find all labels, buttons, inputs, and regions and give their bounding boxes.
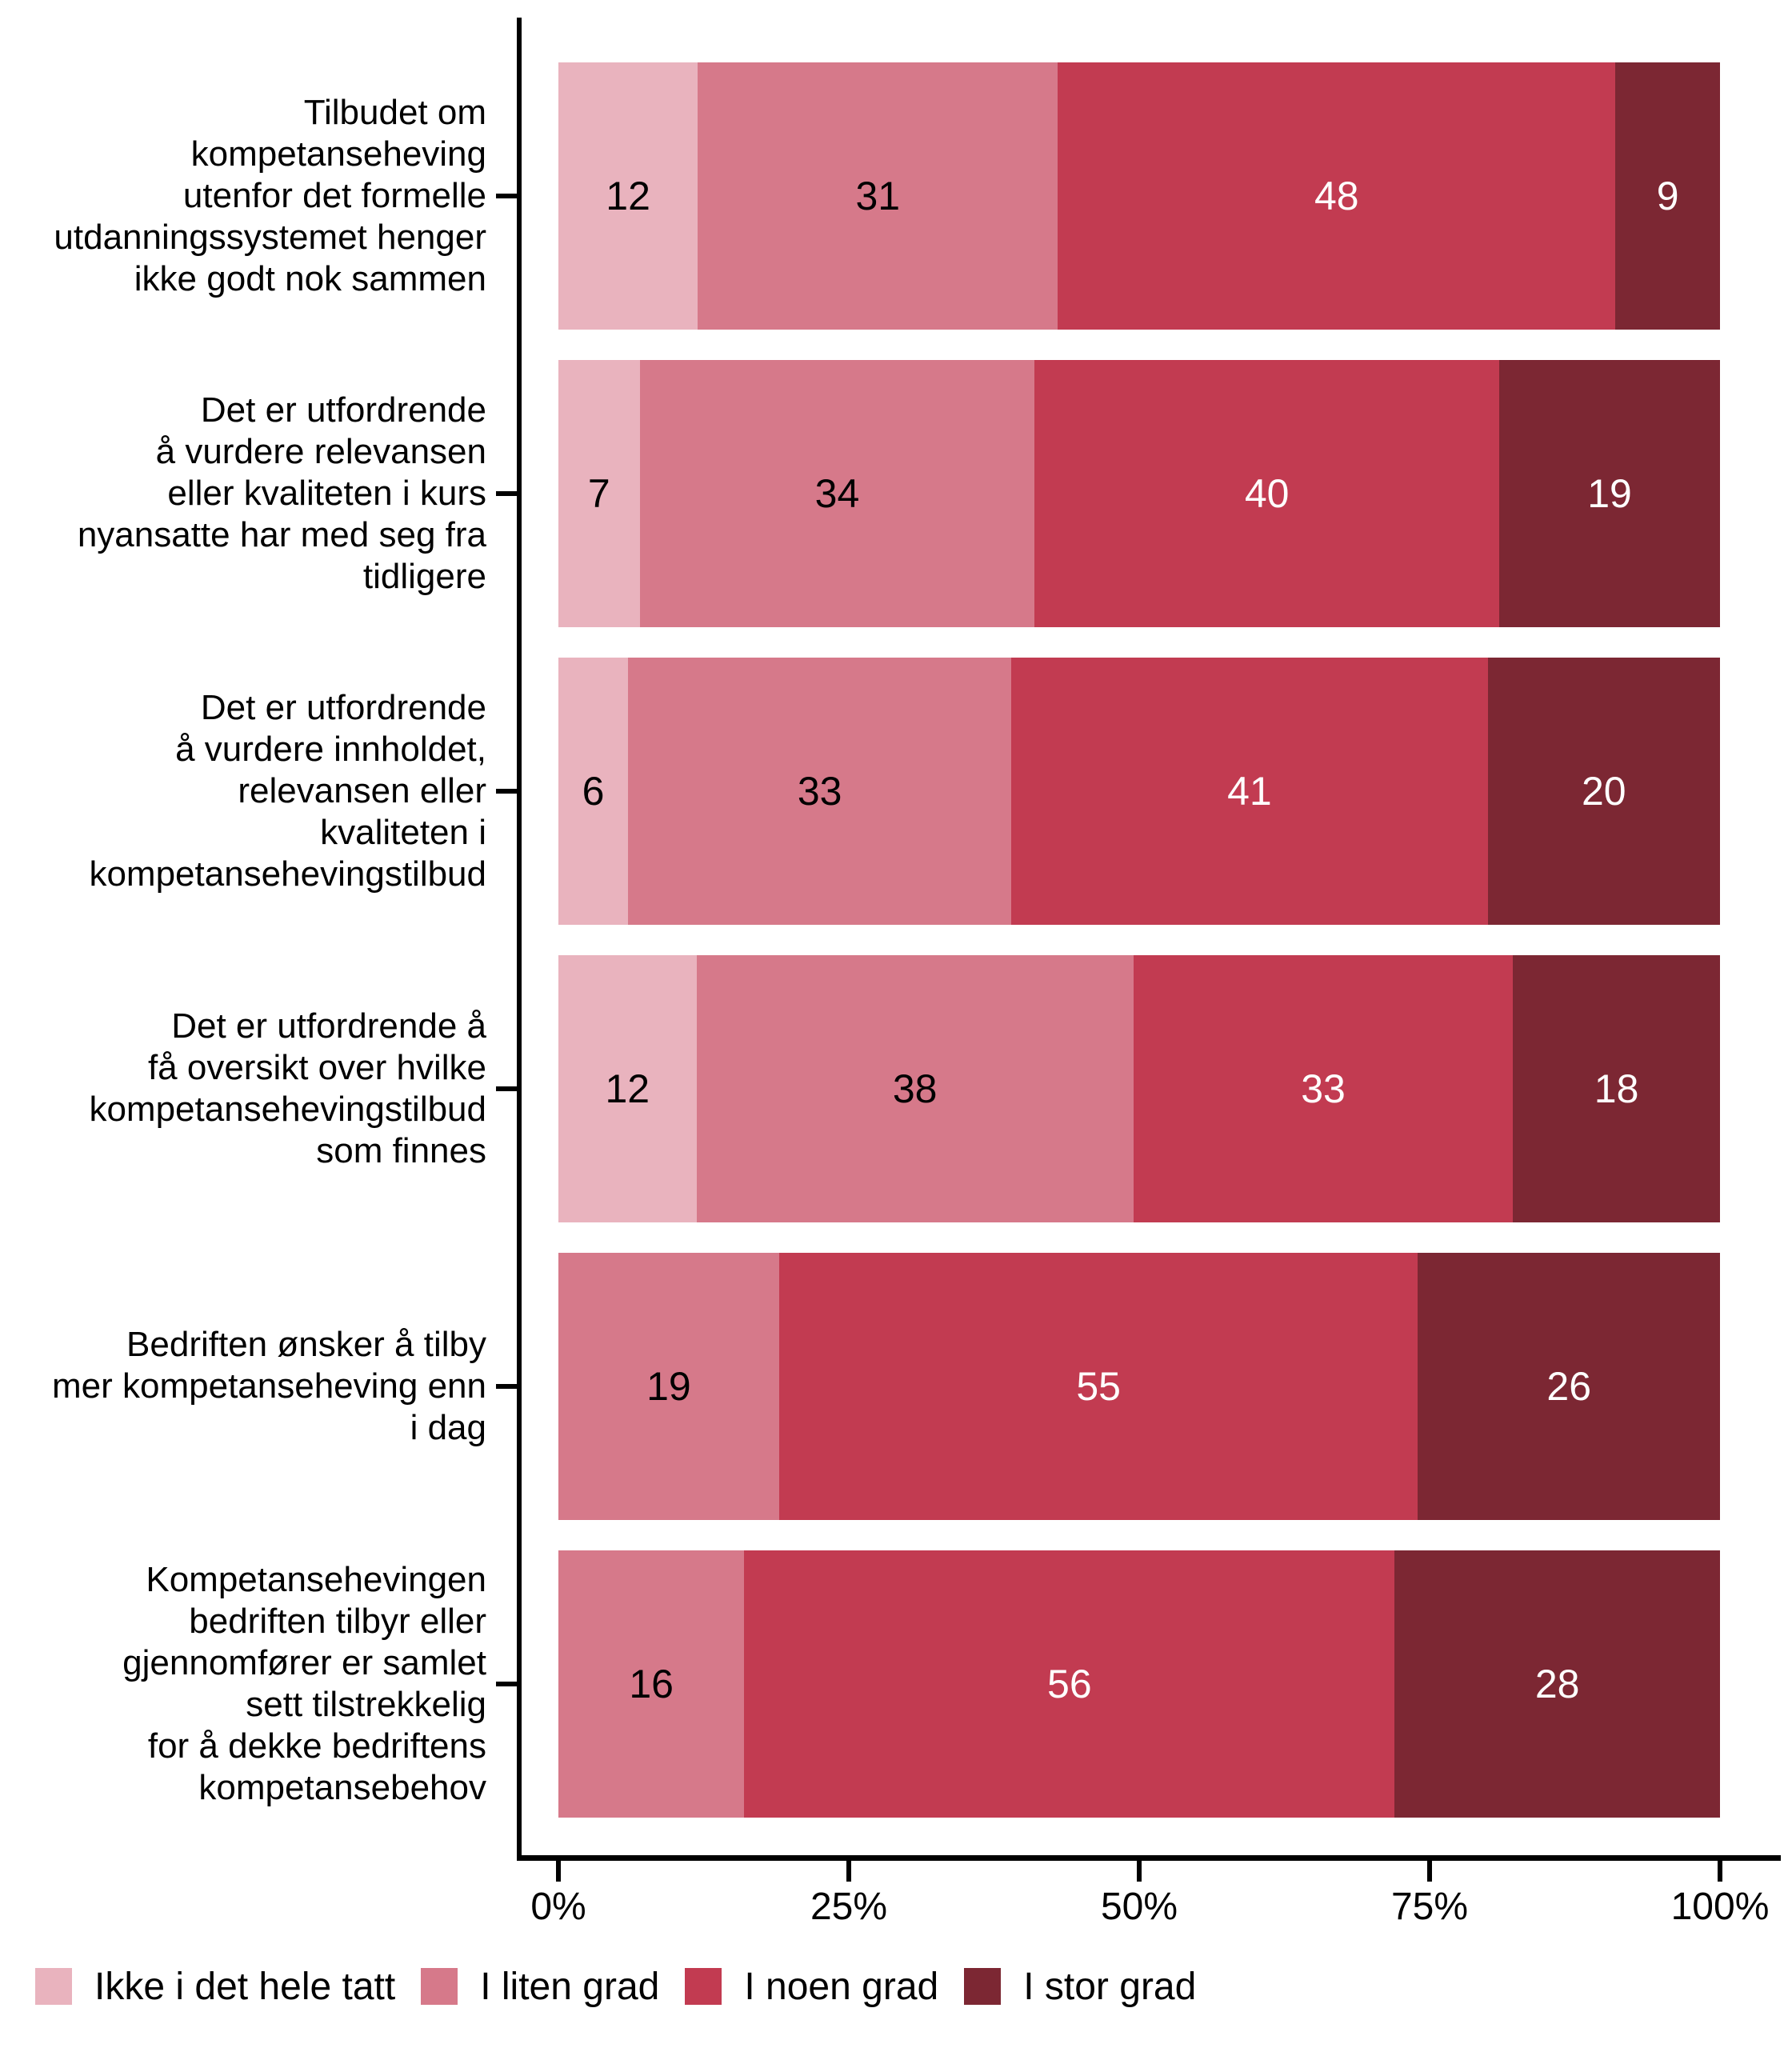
bar-segment: 34 — [639, 360, 1035, 627]
bar-value-label: 31 — [855, 174, 901, 218]
bar-segment: 20 — [1487, 658, 1720, 925]
y-axis-tick — [496, 789, 517, 794]
bar-value-label: 34 — [814, 471, 860, 516]
bar-row: 16 56 28 — [558, 1550, 1720, 1818]
bar-segment: 56 — [744, 1550, 1395, 1818]
bar-segment: 41 — [1011, 658, 1488, 925]
bar-segment: 40 — [1034, 360, 1500, 627]
bar-value-label: 33 — [1301, 1066, 1346, 1111]
bar-value-label: 12 — [605, 1066, 650, 1111]
bar-segment: 19 — [1499, 360, 1720, 627]
bar-segment: 19 — [558, 1253, 779, 1520]
x-axis-tick-label: 0% — [530, 1886, 586, 1928]
bar-value-label: 33 — [797, 769, 842, 814]
bar-segment: 9 — [1615, 62, 1720, 330]
legend-label: Ikke i det hele tatt — [94, 1965, 396, 2008]
legend-item: Ikke i det hele tatt — [35, 1965, 395, 2009]
category-label: Det er utfordrende å vurdere relevansen … — [77, 390, 486, 596]
bar-segment: 31 — [698, 62, 1058, 330]
category-label: Kompetansehevingen bedriften tilbyr elle… — [122, 1560, 486, 1807]
bar-value-label: 55 — [1076, 1364, 1121, 1409]
bar-segment: 38 — [696, 955, 1134, 1222]
bar-segment: 12 — [558, 62, 698, 330]
bar-row: 19 55 26 — [558, 1253, 1720, 1520]
category-label: Det er utfordrende å få oversikt over hv… — [89, 1006, 486, 1170]
y-axis-tick — [496, 1384, 517, 1389]
x-axis-tick — [846, 1861, 851, 1882]
bar-segment: 7 — [558, 360, 640, 627]
category-label: Tilbudet om kompetanseheving utenfor det… — [54, 93, 486, 298]
bar-value-label: 19 — [646, 1364, 691, 1409]
x-axis-tick — [556, 1861, 561, 1882]
y-axis-tick — [496, 1682, 517, 1686]
bar-row: 6 33 41 20 — [558, 658, 1720, 925]
y-axis-tick — [496, 1086, 517, 1091]
bar-value-label: 20 — [1581, 769, 1626, 814]
bar-value-label: 7 — [587, 471, 610, 516]
legend-item: I stor grad — [964, 1965, 1196, 2009]
bar-value-label: 56 — [1047, 1662, 1092, 1706]
bar-value-label: 19 — [1587, 471, 1632, 516]
bar-value-label: 6 — [582, 769, 605, 814]
y-axis-line — [517, 18, 522, 1855]
bar-segment: 12 — [558, 955, 697, 1222]
bar-row: 12 38 33 18 — [558, 955, 1720, 1222]
legend: Ikke i det hele tatt I liten grad I noen g… — [35, 1958, 1196, 2014]
legend-color-key — [421, 1968, 458, 2005]
x-axis-tick — [1137, 1861, 1142, 1882]
bar-value-label: 16 — [629, 1662, 674, 1706]
x-axis-tick-label: 100% — [1670, 1886, 1770, 1928]
bar-segment: 55 — [778, 1253, 1418, 1520]
bar-value-label: 41 — [1227, 769, 1272, 814]
y-axis-tick — [496, 194, 517, 198]
bar-value-label: 18 — [1594, 1066, 1639, 1111]
bar-segment: 33 — [628, 658, 1012, 925]
bar-value-label: 28 — [1534, 1662, 1580, 1706]
x-axis-line — [517, 1855, 1781, 1861]
bar-value-label: 26 — [1546, 1364, 1592, 1409]
bar-value-label: 40 — [1244, 471, 1290, 516]
legend-label: I liten grad — [480, 1965, 660, 2008]
bar-segment: 26 — [1418, 1253, 1720, 1520]
legend-color-key — [964, 1968, 1002, 2005]
bar-value-label: 9 — [1656, 174, 1679, 218]
bar-segment: 33 — [1133, 955, 1514, 1222]
legend-label: I stor grad — [1023, 1965, 1197, 2008]
category-label: Det er utfordrende å vurdere innholdet, … — [89, 688, 486, 894]
x-axis-tick — [1718, 1861, 1722, 1882]
bar-value-label: 12 — [606, 174, 650, 218]
legend-item: I liten grad — [421, 1965, 659, 2009]
legend-color-key — [685, 1968, 722, 2005]
bar-value-label: 48 — [1314, 174, 1359, 218]
bar-row: 12 31 48 9 — [558, 62, 1720, 330]
bar-segment: 16 — [558, 1550, 745, 1818]
legend-label: I noen grad — [744, 1965, 939, 2008]
x-axis-tick — [1427, 1861, 1432, 1882]
legend-color-key — [35, 1968, 72, 2005]
bar-segment: 6 — [558, 658, 629, 925]
bar-segment: 18 — [1513, 955, 1720, 1222]
bar-segment: 28 — [1394, 1550, 1720, 1818]
x-axis-tick-label: 25% — [810, 1886, 888, 1928]
bar-segment: 48 — [1058, 62, 1616, 330]
x-axis-tick-label: 50% — [1100, 1886, 1178, 1928]
legend-item: I noen grad — [685, 1965, 938, 2009]
x-axis-tick-label: 75% — [1390, 1886, 1469, 1928]
y-axis-tick — [496, 491, 517, 496]
bar-value-label: 38 — [892, 1066, 938, 1111]
bar-row: 7 34 40 19 — [558, 360, 1720, 627]
category-label: Bedriften ønsker å tilby mer kompetanseh… — [52, 1325, 486, 1447]
